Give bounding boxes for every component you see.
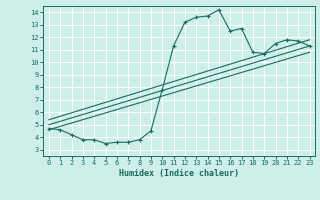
X-axis label: Humidex (Indice chaleur): Humidex (Indice chaleur): [119, 169, 239, 178]
